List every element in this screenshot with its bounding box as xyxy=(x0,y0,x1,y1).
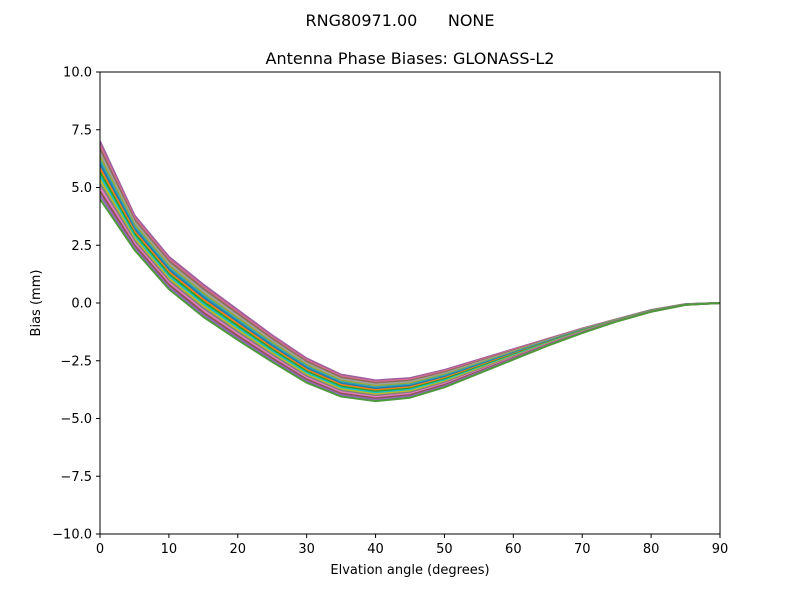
x-tick-label: 30 xyxy=(298,542,315,557)
x-tick-label: 70 xyxy=(574,542,591,557)
x-tick-label: 10 xyxy=(161,542,178,557)
x-axis-label: Elvation angle (degrees) xyxy=(330,563,489,578)
chart-suptitle: RNG80971.00 NONE xyxy=(306,11,495,30)
y-tick-label: −10.0 xyxy=(52,528,92,543)
y-tick-label: 10.0 xyxy=(63,66,92,81)
series-line xyxy=(100,160,720,389)
x-axis: 0 10 20 30 40 50 60 70 80 90 xyxy=(96,534,728,557)
x-tick-label: 0 xyxy=(96,542,104,557)
x-tick-label: 90 xyxy=(712,542,729,557)
y-tick-label: 5.0 xyxy=(71,181,92,196)
y-axis: −10.0 −7.5 −5.0 −2.5 0.0 2.5 5.0 7.5 10.0 xyxy=(52,66,100,543)
plot-area xyxy=(100,140,720,403)
series-line xyxy=(100,140,720,382)
y-tick-label: 2.5 xyxy=(71,239,92,254)
series-layer xyxy=(100,140,720,403)
x-tick-label: 20 xyxy=(230,542,247,557)
x-tick-label: 50 xyxy=(436,542,453,557)
y-axis-label: Bias (mm) xyxy=(29,270,44,337)
y-tick-label: −5.0 xyxy=(60,412,92,427)
y-tick-label: 0.0 xyxy=(71,297,92,312)
series-line xyxy=(100,148,720,385)
series-line xyxy=(100,152,720,386)
y-tick-label: −7.5 xyxy=(60,470,92,485)
x-tick-label: 40 xyxy=(367,542,384,557)
x-tick-label: 80 xyxy=(643,542,660,557)
series-line xyxy=(100,144,720,383)
y-tick-label: −2.5 xyxy=(60,354,92,369)
y-tick-label: 7.5 xyxy=(71,123,92,138)
series-line xyxy=(100,156,720,387)
chart-title: Antenna Phase Biases: GLONASS-L2 xyxy=(266,49,555,68)
x-tick-label: 60 xyxy=(505,542,522,557)
series-line xyxy=(100,198,720,403)
